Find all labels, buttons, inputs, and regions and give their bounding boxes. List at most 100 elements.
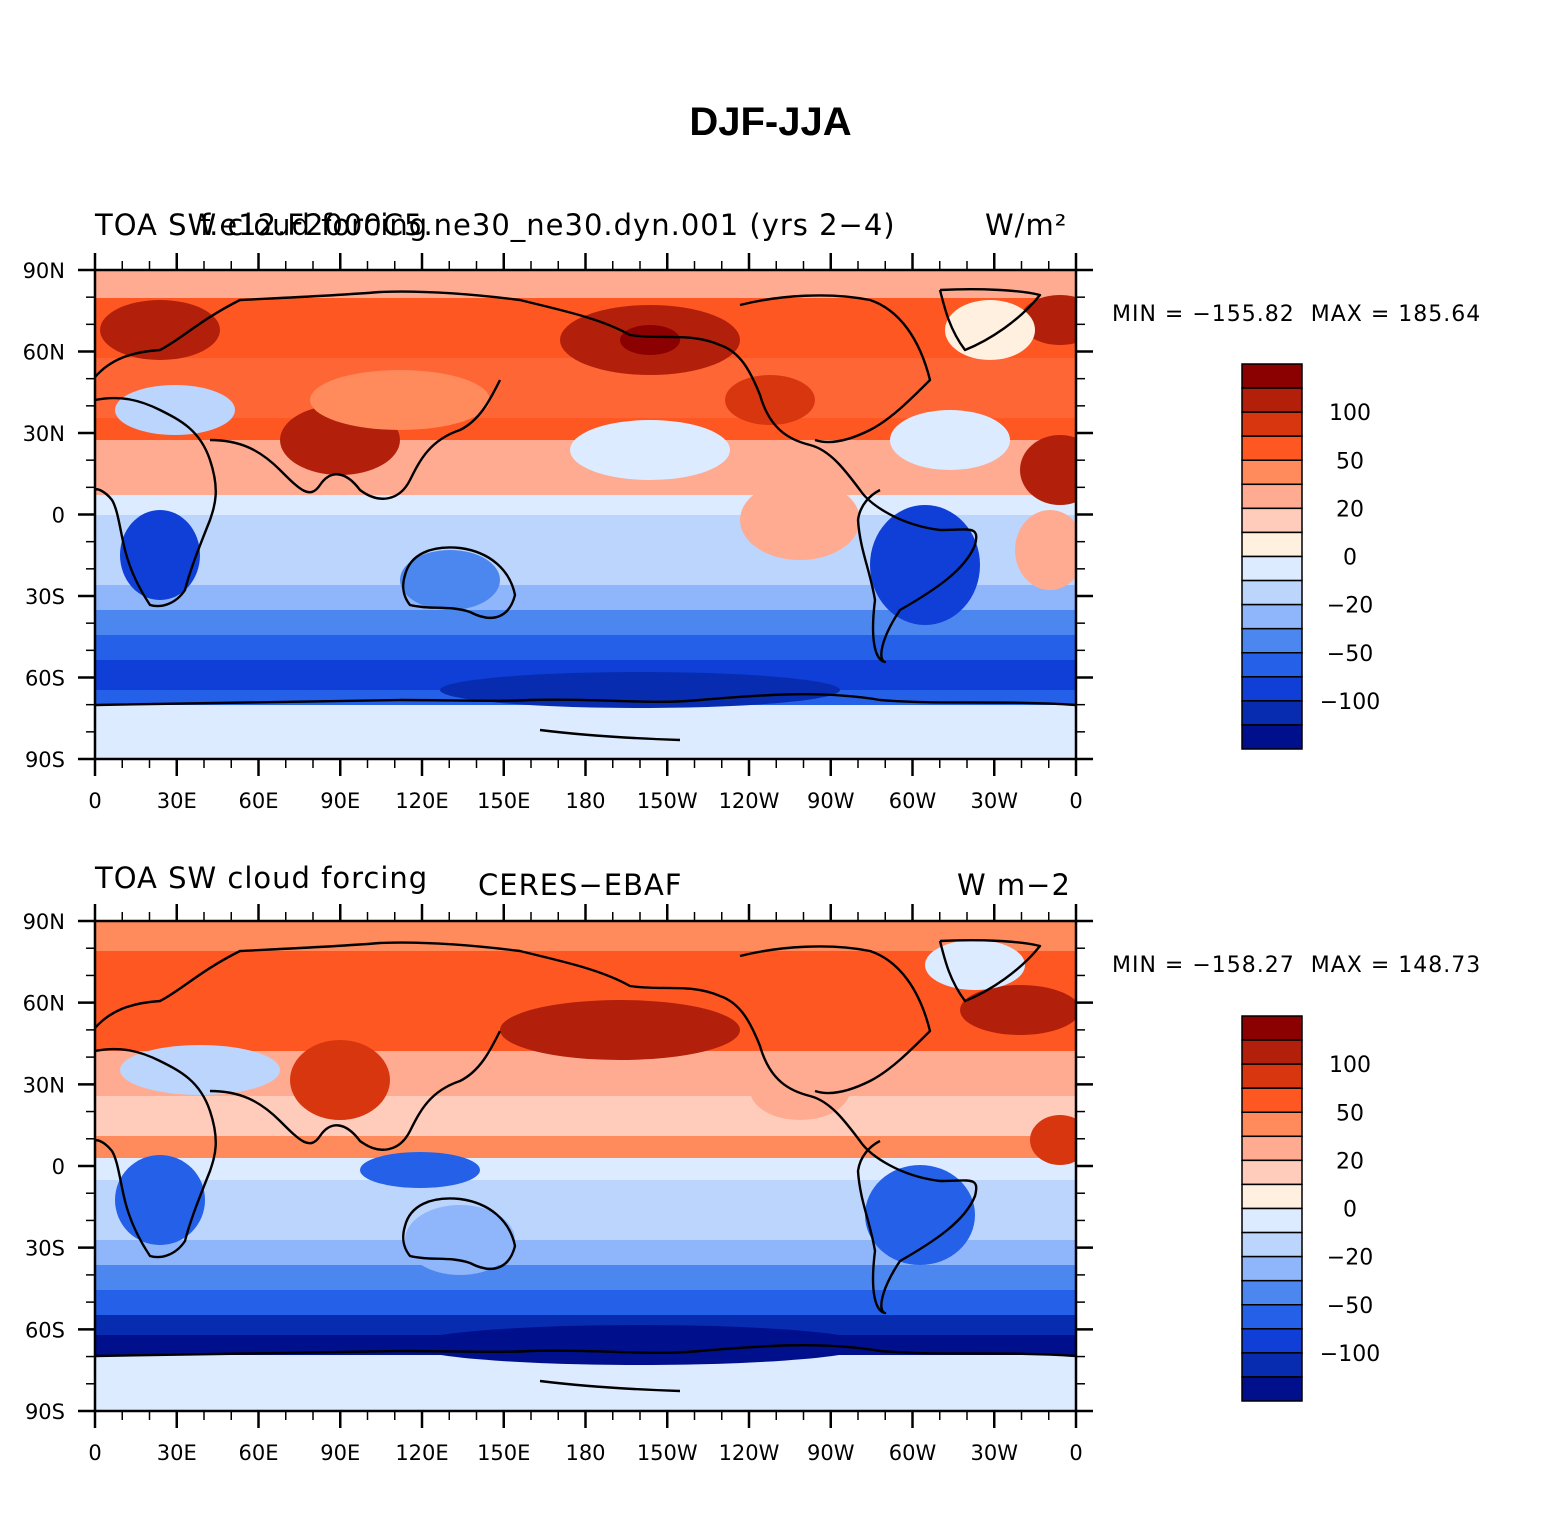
figure-title: DJF-JJA — [689, 100, 852, 144]
panel2-lon-label: 30E — [157, 1441, 197, 1465]
panel2-colorbar-box — [1241, 1352, 1303, 1378]
panel1-colorbar-label: −100 — [1320, 690, 1380, 715]
panel2-colorbar-box — [1241, 1255, 1303, 1282]
panel1-lat-label: 0 — [52, 504, 65, 528]
panel2-colorbar-label: 100 — [1329, 1053, 1371, 1078]
panel2-colorbar-box — [1241, 1039, 1303, 1065]
panel1-lon-label: 60E — [239, 789, 279, 813]
panel2-left-title: TOA SW cloud forcing — [95, 861, 429, 895]
panel1-colorbar-box — [1241, 507, 1303, 534]
panel1-colorbar-box — [1241, 531, 1303, 558]
panel1-colorbar-box — [1241, 435, 1303, 461]
panel2-lat-label: 90S — [25, 1400, 65, 1424]
panel2-colorbar-label: −50 — [1327, 1294, 1373, 1319]
panel2-lat-label: 30S — [25, 1237, 65, 1261]
panel2-coastlines — [93, 939, 1077, 1393]
panel1-coastlines — [93, 288, 1077, 742]
panel2-lon-label: 30W — [971, 1441, 1019, 1465]
panel1-lat-label: 60N — [23, 341, 65, 365]
panel1-colorbar-label: −50 — [1327, 642, 1373, 667]
panel1-lon-label: 0 — [88, 789, 101, 813]
panel2-center-title: CERES−EBAF — [478, 868, 683, 902]
panel2-lat-label: 60N — [23, 992, 65, 1016]
panel1-left-title: TOA SW cloud forcing — [95, 208, 429, 242]
panel2-lat-label: 0 — [52, 1155, 65, 1179]
panel2-field — [95, 921, 1076, 1411]
panel1-colorbar-box — [1241, 700, 1303, 726]
panel2-lon-label: 60E — [239, 1441, 279, 1465]
panel1-colorbar-label: −20 — [1327, 594, 1373, 619]
panel2-min: MIN = −158.27 — [1112, 953, 1295, 978]
panel2-minmax: MIN = −158.27 MAX = 148.73 — [1112, 953, 1481, 978]
panel1-colorbar-box — [1241, 724, 1303, 750]
panel2-lon-label: 0 — [88, 1441, 101, 1465]
panel1-colorbar-box — [1241, 555, 1303, 582]
panel1-lon-label: 60W — [889, 789, 937, 813]
panel1-colorbar-box — [1241, 363, 1303, 389]
panel2-colorbar-label: −20 — [1327, 1246, 1373, 1271]
panel2-colorbar-box — [1241, 1328, 1303, 1354]
panel1-lon-label: 0 — [1069, 789, 1082, 813]
panel1-lon-label: 30W — [971, 789, 1019, 813]
panel2-colorbar-box — [1241, 1087, 1303, 1113]
panel1-lon-label: 120W — [719, 789, 780, 813]
panel1-lat-label: 30S — [25, 585, 65, 609]
panel2-lat-label: 90N — [23, 910, 65, 934]
panel2-colorbar-box — [1241, 1063, 1303, 1089]
panel1-lon-label: 150W — [637, 789, 698, 813]
panel1-lat-label: 60S — [25, 667, 65, 691]
panel2-colorbar-label: 50 — [1336, 1101, 1364, 1126]
panel1-center-title: f.e12.F2000C5.ne30_ne30.dyn.001 (yrs 2−4… — [200, 208, 896, 242]
panel1-lon-label: 120E — [395, 789, 448, 813]
panel2-right-title: W m−2 — [957, 868, 1071, 902]
panel1-colorbar-box — [1241, 459, 1303, 486]
panel2-lat-label: 60S — [25, 1318, 65, 1342]
panel2-lon-label: 120W — [719, 1441, 780, 1465]
panel1-colorbar-box — [1241, 387, 1303, 413]
panel1-colorbar-label: 20 — [1336, 497, 1364, 522]
panel2-colorbar-label: −100 — [1320, 1342, 1380, 1367]
panel2-colorbar-label: 0 — [1343, 1198, 1357, 1223]
panel1-colorbar-box — [1241, 411, 1303, 437]
panel1-minmax: MIN = −155.82 MAX = 185.64 — [1112, 302, 1481, 327]
panel2-colorbar-box — [1241, 1159, 1303, 1186]
panel2-colorbar-box — [1241, 1111, 1303, 1138]
panel2-lon-label: 120E — [395, 1441, 448, 1465]
panel2-lon-label: 0 — [1069, 1441, 1082, 1465]
panel1-lon-label: 90E — [320, 789, 360, 813]
panel2-lat-label: 30N — [23, 1073, 65, 1097]
panel1-lat-label: 90S — [25, 748, 65, 772]
panel1-lon-label: 30E — [157, 789, 197, 813]
panel1-colorbar-label: 50 — [1336, 449, 1364, 474]
panel2-lon-label: 150W — [637, 1441, 698, 1465]
panel1-lon-label: 180 — [565, 789, 605, 813]
panel1-colorbar-box — [1241, 627, 1303, 654]
panel1-colorbar-box — [1241, 483, 1303, 510]
panel1-colorbar-box — [1241, 676, 1303, 702]
panel2-colorbar-label: 20 — [1336, 1149, 1364, 1174]
panel2-lon-label: 60W — [889, 1441, 937, 1465]
panel2-lon-label: 150E — [477, 1441, 530, 1465]
panel1-right-title: W/m² — [985, 208, 1068, 242]
panel1-max: MAX = 185.64 — [1310, 302, 1482, 327]
panel2-colorbar-box — [1241, 1304, 1303, 1330]
panel2-lon-label: 90W — [807, 1441, 855, 1465]
panel1-colorbar-box — [1241, 652, 1303, 678]
panel1-lon-label: 150E — [477, 789, 530, 813]
panel1-colorbar-box — [1241, 579, 1303, 606]
panel2-lon-label: 180 — [565, 1441, 605, 1465]
panel2-colorbar-box — [1241, 1279, 1303, 1306]
panel1-min: MIN = −155.82 — [1112, 302, 1295, 327]
panel1-colorbar-label: 100 — [1329, 401, 1371, 426]
panel1-colorbar-box — [1241, 603, 1303, 630]
panel1-colorbar-label: 0 — [1343, 546, 1357, 571]
panel1-lon-label: 90W — [807, 789, 855, 813]
panel2-colorbar-box — [1241, 1015, 1303, 1041]
panel2-colorbar-box — [1241, 1231, 1303, 1258]
panel2-lon-label: 90E — [320, 1441, 360, 1465]
panel2-colorbar-box — [1241, 1183, 1303, 1210]
panel2-colorbar-box — [1241, 1207, 1303, 1234]
panel2-colorbar-box — [1241, 1135, 1303, 1162]
panel1-lat-label: 90N — [23, 259, 65, 283]
